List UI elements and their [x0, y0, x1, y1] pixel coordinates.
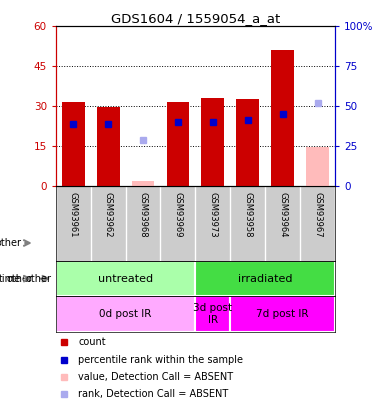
Bar [195, 296, 230, 332]
Text: value, Detection Call = ABSENT: value, Detection Call = ABSENT [78, 372, 233, 382]
Text: time: time [0, 274, 21, 284]
Title: GDS1604 / 1559054_a_at: GDS1604 / 1559054_a_at [111, 12, 280, 25]
Text: other: other [7, 274, 32, 284]
Text: 7d post IR: 7d post IR [256, 309, 309, 319]
Bar [56, 261, 195, 296]
Text: rank, Detection Call = ABSENT: rank, Detection Call = ABSENT [78, 389, 228, 399]
Bar [236, 100, 259, 186]
Bar [132, 181, 154, 186]
Text: GSM93973: GSM93973 [208, 192, 218, 237]
Text: count: count [78, 337, 106, 347]
Text: GSM93968: GSM93968 [139, 192, 147, 237]
Bar [230, 296, 335, 332]
Text: GSM93969: GSM93969 [173, 192, 182, 237]
Bar [56, 296, 195, 332]
Bar [306, 147, 329, 186]
Text: GSM93964: GSM93964 [278, 192, 287, 237]
Text: 0d post IR: 0d post IR [99, 309, 152, 319]
Text: GSM93967: GSM93967 [313, 192, 322, 237]
Text: other: other [26, 274, 52, 284]
Bar [201, 98, 224, 186]
Text: GSM93962: GSM93962 [104, 192, 113, 237]
Text: 3d post
IR: 3d post IR [193, 303, 233, 325]
Bar [271, 50, 294, 186]
Text: GSM93958: GSM93958 [243, 192, 252, 237]
Text: irradiated: irradiated [238, 274, 293, 284]
Bar [167, 102, 189, 186]
Text: other: other [0, 238, 21, 248]
Text: untreated: untreated [98, 274, 153, 284]
Bar [62, 102, 85, 186]
Text: GSM93961: GSM93961 [69, 192, 78, 237]
Bar [195, 261, 335, 296]
Text: percentile rank within the sample: percentile rank within the sample [78, 355, 243, 364]
Bar [97, 107, 119, 186]
